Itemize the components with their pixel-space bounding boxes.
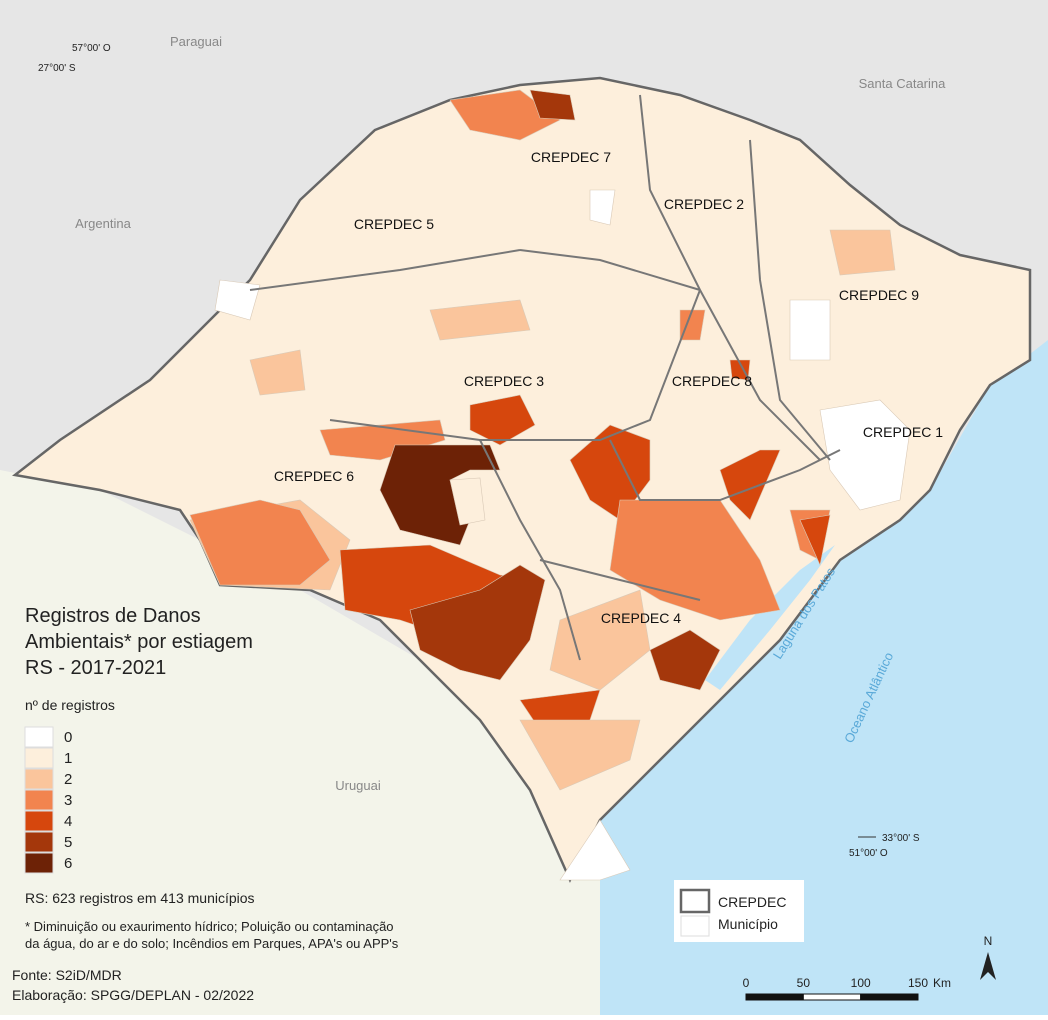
boundary-label: CREPDEC (718, 894, 786, 910)
municipality-cluster (449, 477, 486, 526)
footnote: da água, do ar e do solo; Incêndios em P… (25, 936, 399, 951)
scale-segment (802, 993, 862, 1001)
scale-label: 100 (851, 976, 871, 990)
north-arrow (980, 952, 996, 980)
region-label: CREPDEC 2 (664, 196, 744, 212)
scale-label: 0 (743, 976, 750, 990)
legend-title: RS - 2017-2021 (25, 657, 166, 679)
state-outline (12, 76, 1032, 883)
municipality-cluster (719, 449, 781, 521)
municipality-cluster (569, 424, 651, 521)
coordinate: 57°00' O (72, 43, 111, 54)
legend-label: 6 (64, 855, 72, 872)
region-label: CREPDEC 5 (354, 216, 434, 232)
municipality-cluster (469, 394, 536, 446)
boundary-label: Município (718, 916, 778, 932)
neighbor-label: Argentina (75, 216, 131, 231)
region-label: CREPDEC 3 (464, 373, 544, 389)
ocean (600, 340, 1048, 1015)
legend-label: 0 (64, 729, 72, 746)
municipality-cluster (799, 514, 831, 566)
footnote: * Diminuição ou exaurimento hídrico; Pol… (25, 919, 394, 934)
legend-label: 5 (64, 834, 72, 851)
region-label: CREPDEC 6 (274, 468, 354, 484)
scale-segment (860, 993, 919, 1001)
uruguay-land (0, 470, 640, 1015)
municipality-cluster (559, 819, 631, 881)
region-label: CREPDEC 8 (672, 373, 752, 389)
legend-swatch (24, 831, 54, 853)
lagoon (705, 545, 835, 690)
municipality-cluster (429, 299, 531, 341)
municipality-cluster (529, 89, 576, 121)
municipality-cluster (589, 189, 616, 226)
summary: RS: 623 registros em 413 municípios (25, 890, 255, 906)
region-label: CREPDEC 9 (839, 287, 919, 303)
legend-swatch (24, 726, 54, 748)
municipio-symbol (680, 915, 710, 937)
legend-label: 3 (64, 792, 72, 809)
municipality-cluster (609, 499, 781, 621)
legend-label: 1 (64, 750, 72, 767)
coordinate: 51°00' O (849, 848, 888, 859)
coordinate: 33°00' S (882, 833, 920, 844)
municipality-cluster (449, 89, 561, 141)
municipality-cluster (679, 309, 706, 341)
municipality-cluster (829, 229, 896, 276)
municipality-cluster (519, 719, 641, 791)
scale-segment (745, 993, 804, 1001)
crepdec-symbol (679, 888, 711, 914)
region-borders (249, 94, 841, 661)
legend-swatch (24, 852, 54, 874)
municipality-cluster (819, 399, 911, 511)
legend-title: Registros de Danos (25, 605, 201, 627)
scale-unit: Km (933, 976, 951, 990)
coordinate: 27°00' S (38, 63, 76, 74)
municipality-cluster (409, 564, 546, 681)
scale-label: 50 (797, 976, 811, 990)
legend-swatch (24, 768, 54, 790)
neighbor-label: Santa Catarina (859, 76, 946, 91)
municipality-cluster (649, 629, 721, 691)
region-label: CREPDEC 1 (863, 424, 943, 440)
north-label: N (984, 934, 993, 948)
legend-label: 4 (64, 813, 72, 830)
legend-swatch (24, 747, 54, 769)
legend-subtitle: nº de registros (25, 697, 115, 713)
municipality-cluster (249, 349, 306, 396)
source: Elaboração: SPGG/DEPLAN - 02/2022 (12, 987, 254, 1003)
scale-label: 150 (908, 976, 928, 990)
region-label: CREPDEC 4 (601, 610, 681, 626)
legend-swatch (24, 810, 54, 832)
legend-title: Ambientais* por estiagem (25, 631, 253, 653)
municipality-cluster (214, 279, 261, 321)
municipality-cluster (189, 499, 331, 586)
neighbor-label: Paraguai (170, 34, 222, 49)
source: Fonte: S2iD/MDR (12, 967, 122, 983)
municipality-cluster (789, 299, 831, 361)
legend-swatch (24, 789, 54, 811)
legend-label: 2 (64, 771, 72, 788)
neighbor-label: Uruguai (335, 778, 381, 793)
municipality-cluster (549, 589, 651, 691)
region-label: CREPDEC 7 (531, 149, 611, 165)
